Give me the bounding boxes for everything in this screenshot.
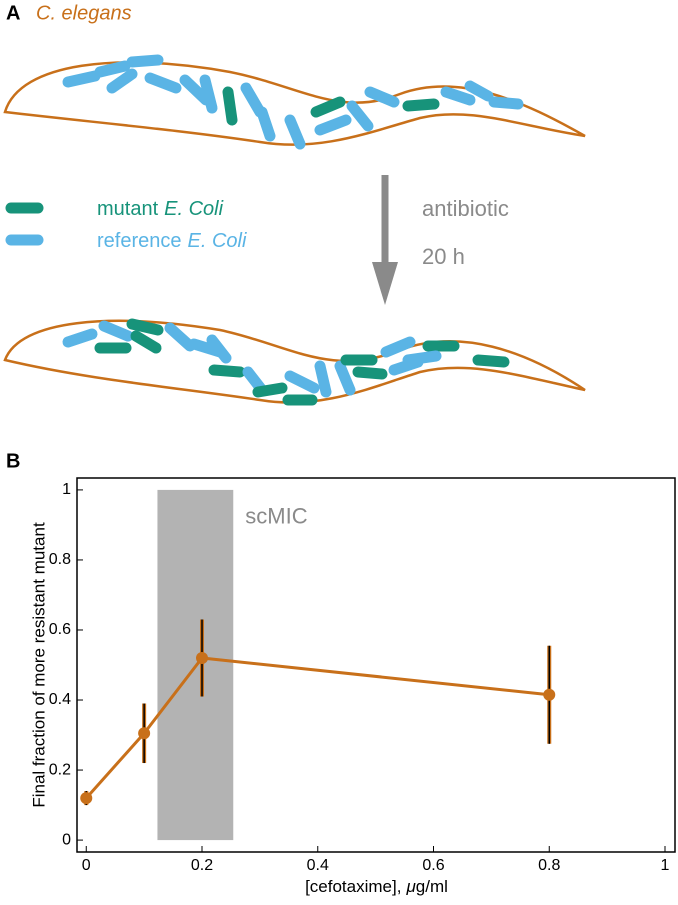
worm-label: C. elegans [36,2,132,24]
legend-entry: mutant E. Coli [97,198,224,220]
data-line [85,656,550,800]
worm-after [3,318,586,406]
panel-label: B [6,450,20,472]
y-tick-label: 0.6 [49,621,71,638]
legend-text: E. Coli [188,230,247,252]
x-tick-label: 0.6 [422,857,444,874]
y-tick-label: 1 [62,481,71,498]
arrow [372,175,398,305]
panel-label: A [6,2,20,24]
data-point [196,651,209,664]
data-point [80,792,93,805]
legend-text: mutant [97,198,159,220]
treatment-text: antibiotic [422,196,509,221]
x-tick-label: 0.8 [538,857,560,874]
legend-text: E. Coli [164,198,223,220]
y-tick-label: 0.8 [49,551,71,568]
x-tick-label: 0.4 [307,857,329,874]
y-tick-label: 0.4 [49,691,71,708]
y-tick-label: 0.2 [49,761,71,778]
plot-frame [76,477,676,853]
chart: scMIC 0 0.2 0.4 0.6 0.8 1 0 0.2 0.4 0.6 0.8 1 Final f… [29,477,676,896]
x-axis-label-part: g/ml [416,877,448,896]
x-axis-label-part: μ [405,877,416,896]
worm-before [3,54,586,150]
x-tick-label: 1 [661,857,670,874]
x-tick-label: 0.2 [191,857,213,874]
y-tick-label: 0 [62,831,71,848]
data-point [138,727,151,740]
legend-text: reference [97,230,182,252]
legend-entry: reference E. Coli [97,230,247,252]
x-axis-label-part: [cefotaxime], [305,877,401,896]
data-point [543,688,556,701]
x-tick-label: 0 [82,857,91,874]
y-axis-label: Final fraction of more resistant mutant [29,522,48,808]
x-axis-label: [cefotaxime], μg/ml [305,877,448,896]
annotation: scMIC [245,504,307,529]
treatment-text: 20 h [422,244,465,269]
